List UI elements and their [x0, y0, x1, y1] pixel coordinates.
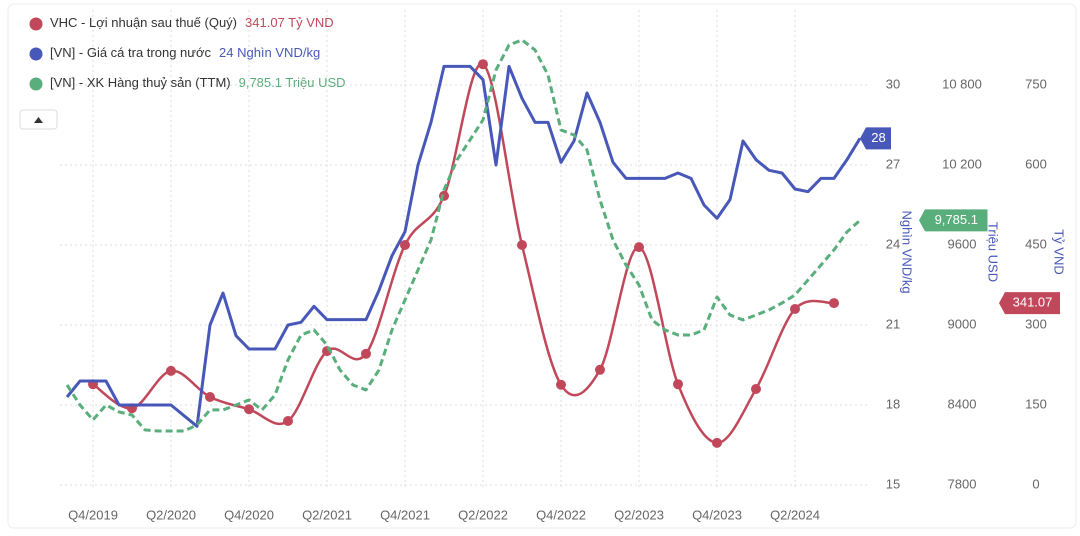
series-line	[65, 64, 862, 428]
point	[283, 416, 293, 426]
point	[673, 379, 683, 390]
y-tick-label: 10 200	[942, 156, 982, 171]
end-tag-label: 28	[871, 130, 885, 145]
end-tag: 9,785.1	[919, 209, 988, 232]
point	[751, 384, 761, 394]
y-tick-label: 9000	[948, 316, 977, 331]
legend-entry: VHC - Lợi nhuận sau thuế (Quý) 341.07 Tỷ …	[50, 15, 334, 30]
x-tick-label: Q4/2020	[224, 507, 274, 522]
y-tick-label: 150	[1025, 396, 1047, 411]
series-curve	[92, 62, 835, 445]
legend-value: 341.07 Tỷ VND	[245, 15, 334, 30]
point	[205, 392, 215, 402]
collapse-button[interactable]	[19, 109, 58, 130]
y-tick-label: 7800	[948, 476, 977, 491]
point	[478, 59, 488, 70]
point	[634, 242, 644, 253]
end-tag: 341.07	[999, 292, 1060, 315]
end-tag-box	[919, 209, 988, 232]
end-tag: 28	[860, 127, 891, 150]
x-tick-label: Q2/2024	[770, 507, 820, 522]
point	[400, 240, 410, 250]
point	[556, 379, 566, 390]
legend-name: [VN] - Giá cá tra trong nước	[50, 45, 212, 60]
point	[517, 240, 527, 250]
y-tick-label: 21	[886, 316, 900, 331]
y-axis-title: Nghìn VND/kg	[900, 210, 915, 293]
y-tick-label: 8400	[948, 396, 977, 411]
legend-name: VHC - Lợi nhuận sau thuế (Quý)	[50, 15, 237, 30]
y2-axis-title: Triệu USD	[986, 222, 1001, 282]
legend-marker	[29, 77, 43, 91]
y-tick-label: 18	[886, 396, 900, 411]
point	[166, 365, 176, 376]
series-line	[65, 38, 861, 433]
end-tag-box	[860, 127, 891, 150]
x-tick-label: Q4/2023	[692, 507, 742, 522]
legend-value: 24 Nghìn VND/kg	[219, 45, 320, 60]
y-tick-label: 750	[1025, 76, 1047, 91]
y-tick-label: 10 800	[942, 76, 982, 91]
point	[829, 298, 839, 309]
x-tick-label: Q2/2022	[458, 507, 508, 522]
legend-marker	[29, 17, 43, 31]
x-tick-label: Q4/2019	[68, 507, 118, 522]
end-tag-label: 341.07	[1013, 295, 1053, 310]
point	[595, 364, 605, 375]
y-tick-label: 30	[886, 76, 900, 91]
point	[712, 437, 722, 448]
y-tick-label: 300	[1025, 316, 1047, 331]
x-tick-label: Q2/2023	[614, 507, 664, 522]
y-tick-label: 27	[886, 156, 900, 171]
legend-entry: [VN] - Giá cá tra trong nước 24 Nghìn VND…	[50, 45, 320, 60]
x-tick-label: Q4/2022	[536, 507, 586, 522]
y-tick-label: 600	[1025, 156, 1047, 171]
legend-marker	[29, 47, 43, 61]
y3-axis-title: Tỷ VND	[1052, 229, 1067, 275]
y-tick-label: 15	[886, 476, 900, 491]
y-tick-label: 9600	[948, 236, 977, 251]
y-tick-label: 24	[886, 236, 900, 251]
end-tag-box	[999, 292, 1060, 315]
legend-entry: [VN] - XK Hàng thuỷ sản (TTM) 9,785.1 Tri…	[50, 75, 346, 90]
end-tag-label: 9,785.1	[935, 212, 978, 227]
x-tick-label: Q4/2021	[380, 507, 430, 522]
legend-name: [VN] - XK Hàng thuỷ sản (TTM)	[50, 75, 231, 90]
x-tick-label: Q2/2020	[146, 507, 196, 522]
point	[244, 404, 254, 415]
x-tick-label: Q2/2021	[302, 507, 352, 522]
point	[790, 304, 800, 314]
y-tick-label: 0	[1032, 476, 1039, 491]
y-tick-label: 450	[1025, 236, 1047, 251]
legend-value: 9,785.1 Triệu USD	[239, 75, 346, 90]
point	[361, 348, 371, 359]
card	[7, 3, 1077, 529]
